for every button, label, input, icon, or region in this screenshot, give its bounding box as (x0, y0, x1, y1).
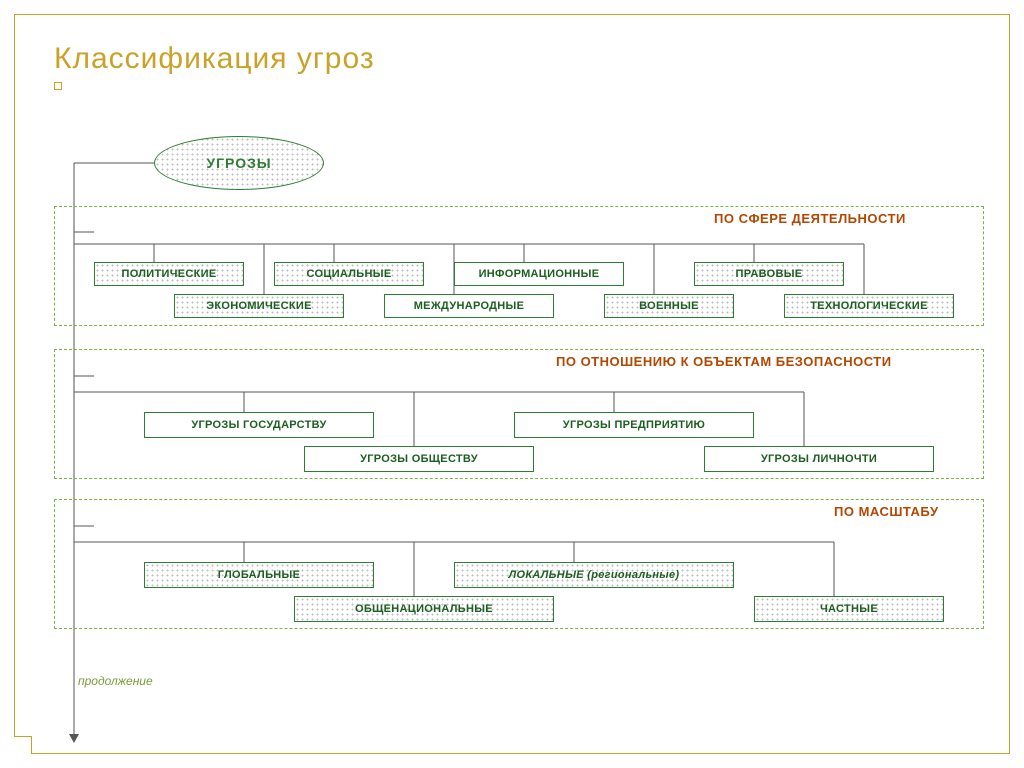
node-box: УГРОЗЫ ПРЕДПРИЯТИЮ (514, 412, 754, 438)
node-box: МЕЖДУНАРОДНЫЕ (384, 294, 554, 318)
node-box: ЧАСТНЫЕ (754, 596, 944, 622)
continuation-label: продолжение (78, 674, 153, 688)
node-box: УГРОЗЫ ОБЩЕСТВУ (304, 446, 534, 472)
node-box: ЭКОНОМИЧЕСКИЕ (174, 294, 344, 318)
root-node-label: УГРОЗЫ (206, 155, 271, 171)
section-title-s1: ПО СФЕРЕ ДЕЯТЕЛЬНОСТИ (714, 211, 906, 226)
node-box: ПОЛИТИЧЕСКИЕ (94, 262, 244, 286)
node-box: ЛОКАЛЬНЫЕ (региональные) (454, 562, 734, 588)
node-box: СОЦИАЛЬНЫЕ (274, 262, 424, 286)
node-box: УГРОЗЫ ЛИЧНОЧТИ (704, 446, 934, 472)
slide-canvas: Классификация угроз УГРОЗЫ ПО СФЕРЕ ДЕЯТ… (14, 14, 1010, 754)
node-box: ОБЩЕНАЦИОНАЛЬНЫЕ (294, 596, 554, 622)
node-box: ГЛОБАЛЬНЫЕ (144, 562, 374, 588)
root-node: УГРОЗЫ (154, 136, 324, 190)
node-box: ИНФОРМАЦИОННЫЕ (454, 262, 624, 286)
node-box: ТЕХНОЛОГИЧЕСКИЕ (784, 294, 954, 318)
node-box: ПРАВОВЫЕ (694, 262, 844, 286)
node-box: ВОЕННЫЕ (604, 294, 734, 318)
node-box: УГРОЗЫ ГОСУДАРСТВУ (144, 412, 374, 438)
section-title-s3: ПО МАСШТАБУ (834, 504, 939, 519)
section-title-s2: ПО ОТНОШЕНИЮ К ОБЪЕКТАМ БЕЗОПАСНОСТИ (556, 354, 892, 369)
